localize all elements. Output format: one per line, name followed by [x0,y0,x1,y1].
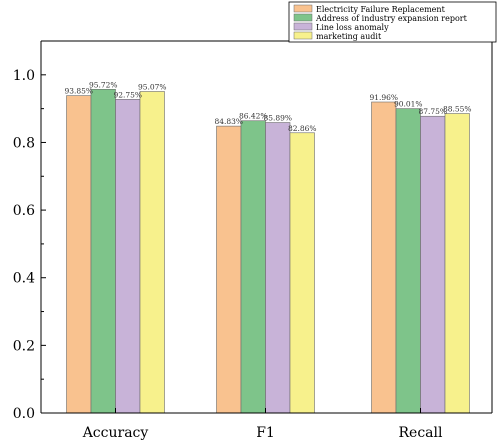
legend-label: Address of industry expansion report [315,14,468,23]
bar-f1-series-2 [240,120,266,414]
y-tick-label: 0.6 [13,203,35,219]
y-tick-label: 0.0 [13,406,35,422]
data-label: 90.01% [394,100,423,109]
bars-group [66,88,470,414]
bar-accuracy-series-3 [115,99,141,414]
x-tick-label: Accuracy [82,425,149,441]
bar-f1-series-4 [289,132,315,414]
legend-label: marketing audit [316,32,382,41]
bar-recall-series-2 [395,108,421,414]
y-tick-label: 0.8 [13,135,35,151]
y-tick-label: 0.2 [13,338,35,354]
x-tick-label: F1 [256,425,275,441]
bar-recall-series-4 [444,113,470,414]
bar-accuracy-series-2 [90,88,116,414]
legend-label: Electricity Failure Replacement [316,5,446,14]
data-labels-group: 93.85% 84.83% 91.96% 95.72% 86.42% 90.01% 92.7… [64,80,471,132]
data-label: 87.75% [418,107,447,116]
data-label: 85.89% [263,114,292,123]
axes-group: 0.0 0.2 0.4 0.6 0.8 1.0 Accuracy F1 Recall [13,40,493,441]
bar-recall-series-3 [420,115,446,414]
x-tick-label: Recall [399,425,443,441]
bar-f1-series-3 [265,122,291,414]
bar-recall-series-1 [371,101,397,414]
data-label: 84.83% [214,117,243,126]
bar-f1-series-1 [216,125,242,414]
data-label: 86.42% [239,112,268,121]
legend-swatch [293,13,313,22]
y-tick-label: 0.4 [13,271,35,287]
data-label: 82.86% [288,124,317,133]
data-label: 93.85% [64,87,93,96]
legend-swatch [293,22,313,31]
legend-swatch [293,4,313,13]
data-label: 91.96% [369,93,398,102]
data-label: 95.72% [89,80,118,89]
legend-swatch [293,31,313,40]
legend-label: Line loss anomaly [316,23,389,32]
bar-accuracy-series-1 [66,95,92,414]
data-label: 92.75% [113,90,142,99]
data-label: 88.55% [443,105,472,114]
bar-accuracy-series-4 [139,91,165,414]
legend-box [288,1,497,43]
data-label: 95.07% [138,82,167,91]
y-tick-label: 1.0 [13,68,35,84]
